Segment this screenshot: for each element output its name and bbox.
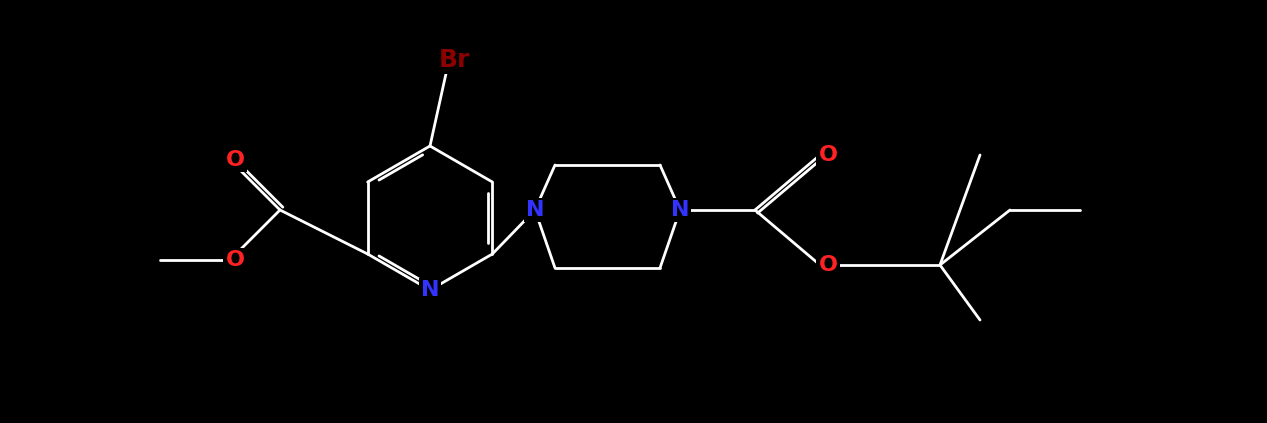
- Text: O: O: [226, 150, 245, 170]
- Text: O: O: [226, 250, 245, 270]
- Text: N: N: [670, 200, 689, 220]
- Text: O: O: [818, 145, 837, 165]
- Text: N: N: [421, 280, 440, 300]
- Text: N: N: [526, 200, 545, 220]
- Text: Br: Br: [438, 48, 470, 72]
- Text: O: O: [818, 255, 837, 275]
